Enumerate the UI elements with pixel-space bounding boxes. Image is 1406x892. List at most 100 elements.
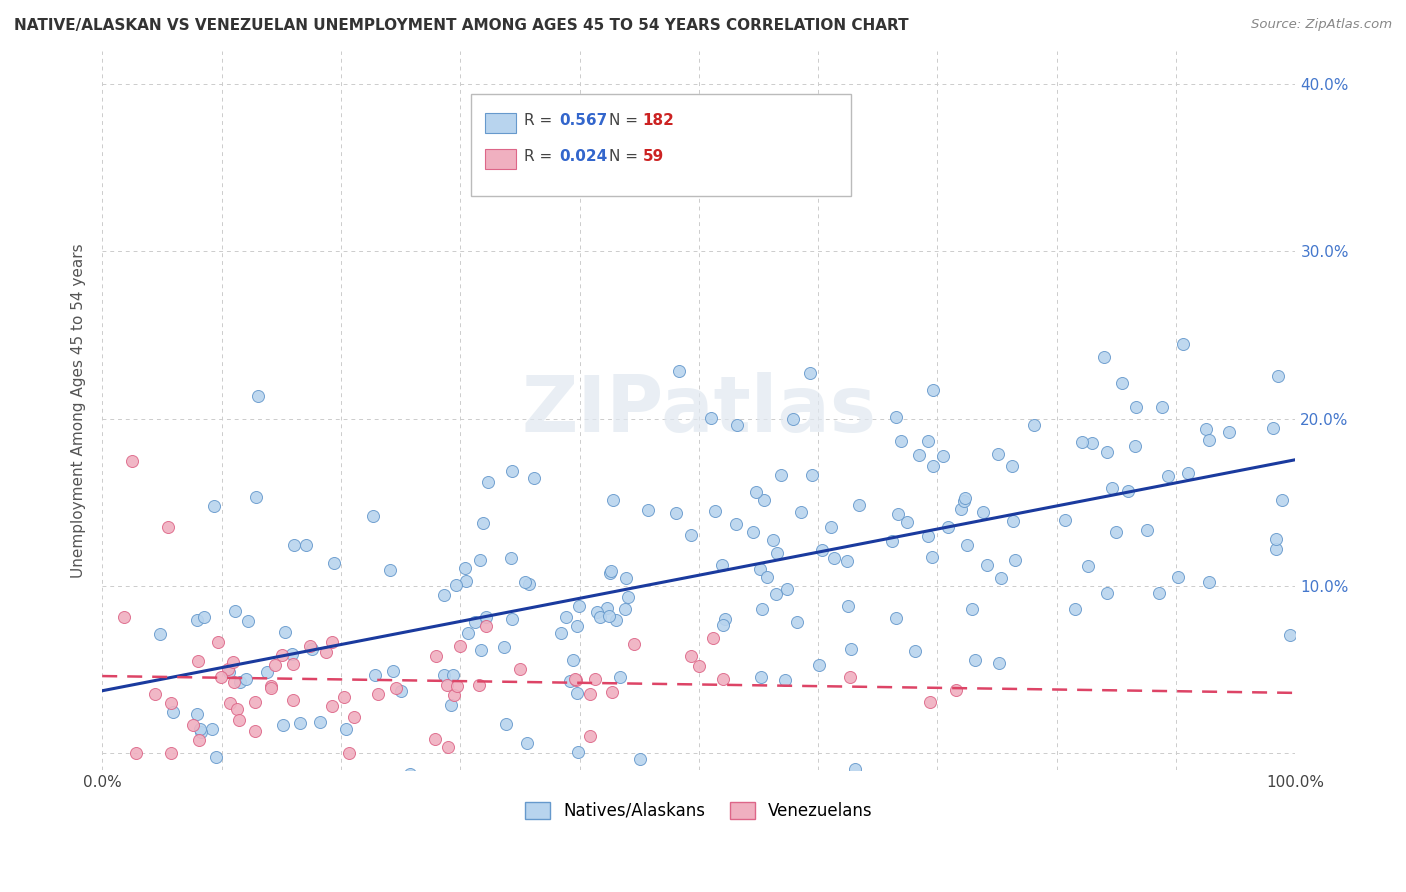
Point <box>628 752 651 766</box>
Point <box>188 733 211 747</box>
Point <box>1116 483 1139 498</box>
Point <box>600 564 623 578</box>
Point <box>226 702 249 716</box>
Point <box>837 599 859 613</box>
Point <box>143 687 166 701</box>
Text: R =: R = <box>524 113 558 128</box>
Point <box>579 688 602 702</box>
Point <box>477 475 499 490</box>
Point <box>564 672 586 686</box>
Point <box>121 453 143 467</box>
Point <box>1264 541 1286 556</box>
Point <box>378 563 401 577</box>
Point <box>321 699 343 714</box>
Point <box>786 615 808 630</box>
Point <box>561 653 583 667</box>
Point <box>323 556 346 570</box>
Point <box>890 434 912 449</box>
Point <box>457 625 479 640</box>
Point <box>162 706 184 720</box>
Text: N =: N = <box>609 113 643 128</box>
Point <box>470 553 492 567</box>
Point <box>839 670 862 684</box>
Point <box>896 515 918 529</box>
Point <box>509 662 531 676</box>
Y-axis label: Unemployment Among Ages 45 to 54 years: Unemployment Among Ages 45 to 54 years <box>72 243 86 578</box>
Point <box>749 670 772 684</box>
Point <box>1002 514 1025 528</box>
Point <box>513 575 536 590</box>
Point <box>283 693 305 707</box>
Legend: Natives/Alaskans, Venezuelans: Natives/Alaskans, Venezuelans <box>517 795 880 826</box>
Point <box>565 673 588 687</box>
Point <box>790 505 813 519</box>
Point <box>1054 513 1077 527</box>
Point <box>844 763 866 777</box>
Point <box>1195 422 1218 436</box>
Point <box>586 605 609 619</box>
Point <box>433 668 456 682</box>
Point <box>605 614 627 628</box>
Point <box>839 642 862 657</box>
Point <box>190 724 212 739</box>
Point <box>467 678 489 692</box>
Point <box>1264 532 1286 546</box>
Point <box>245 490 267 504</box>
Point <box>1105 524 1128 539</box>
Point <box>745 485 768 500</box>
Point <box>361 508 384 523</box>
Point <box>953 494 976 508</box>
Point <box>281 657 304 671</box>
Point <box>589 609 612 624</box>
Point <box>433 588 456 602</box>
Point <box>1167 570 1189 584</box>
Point <box>616 591 638 605</box>
Point <box>381 664 404 678</box>
Text: R =: R = <box>524 149 558 163</box>
Point <box>321 634 343 648</box>
Text: ZIPatlas: ZIPatlas <box>522 372 876 449</box>
Point <box>921 549 943 564</box>
Point <box>690 780 713 794</box>
Point <box>567 686 589 700</box>
Point <box>290 716 312 731</box>
Point <box>501 611 523 625</box>
Point <box>454 574 477 589</box>
Text: NATIVE/ALASKAN VS VENEZUELAN UNEMPLOYMENT AMONG AGES 45 TO 54 YEARS CORRELATION : NATIVE/ALASKAN VS VENEZUELAN UNEMPLOYMEN… <box>14 18 908 33</box>
Point <box>367 687 389 701</box>
Point <box>125 746 148 760</box>
Point <box>205 750 228 764</box>
Point <box>398 767 420 781</box>
Point <box>224 604 246 618</box>
Point <box>1063 602 1085 616</box>
Point <box>765 587 787 601</box>
Text: 0.024: 0.024 <box>560 149 607 163</box>
Point <box>363 668 385 682</box>
Point <box>436 678 458 692</box>
Point <box>711 618 734 632</box>
Point <box>271 648 294 662</box>
Point <box>775 673 797 688</box>
Point <box>333 690 356 705</box>
Point <box>247 389 270 403</box>
Point <box>186 706 208 721</box>
Point <box>209 669 232 683</box>
Point <box>494 640 516 655</box>
Point <box>464 615 486 630</box>
Point <box>160 746 183 760</box>
Point <box>193 610 215 624</box>
Point <box>776 582 799 596</box>
Point <box>602 493 624 508</box>
Point <box>389 684 412 698</box>
Point <box>880 533 903 548</box>
Point <box>1147 585 1170 599</box>
Point <box>384 681 406 695</box>
Text: 0.567: 0.567 <box>560 113 607 128</box>
Point <box>558 673 581 688</box>
Point <box>955 491 977 505</box>
Point <box>301 642 323 657</box>
Point <box>202 499 225 513</box>
Point <box>256 665 278 679</box>
Point <box>1111 376 1133 391</box>
Point <box>218 665 240 679</box>
